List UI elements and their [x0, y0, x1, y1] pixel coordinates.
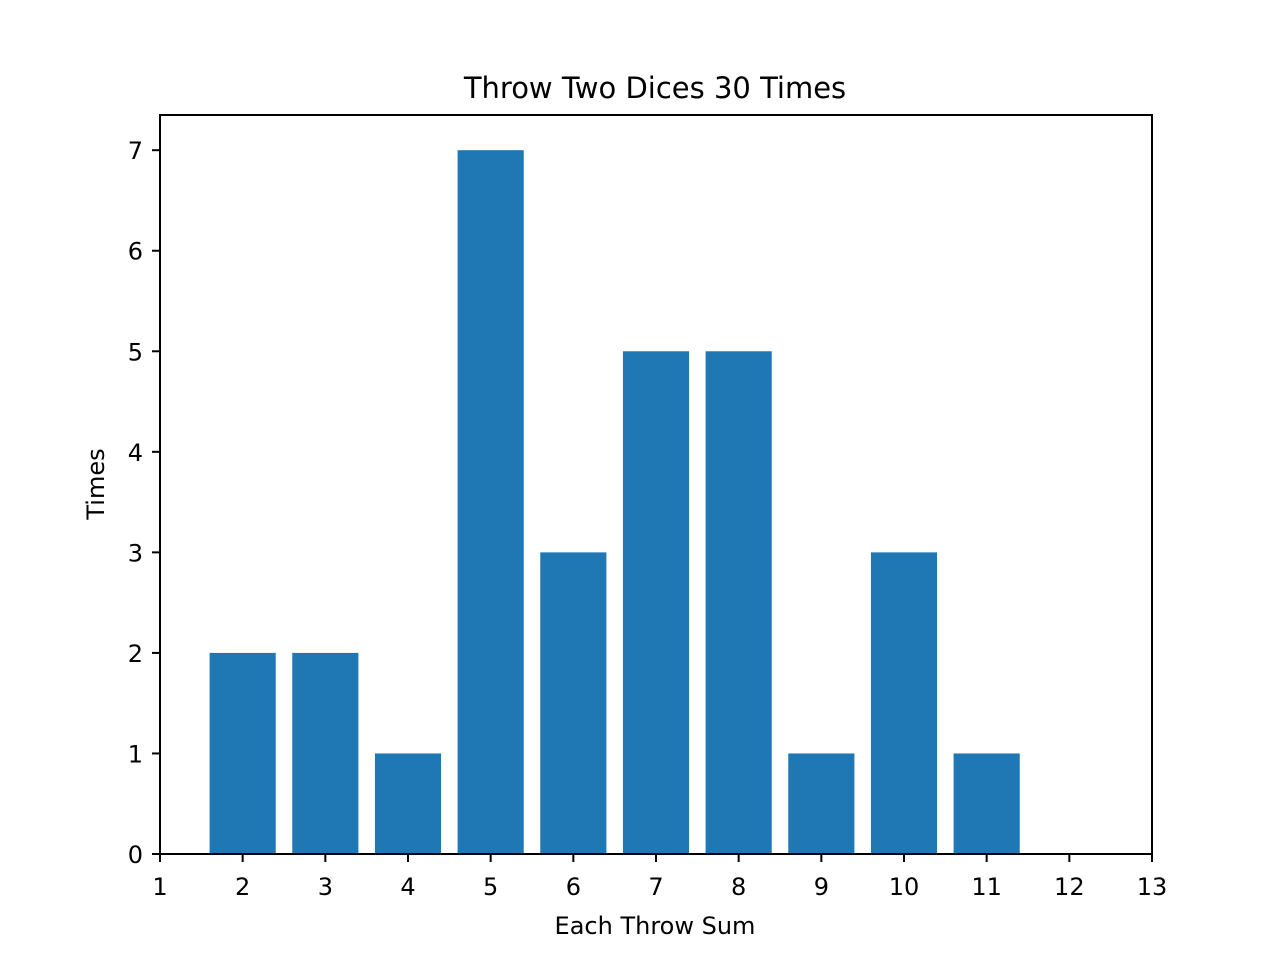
x-tick-label: 4 [400, 873, 415, 901]
x-tick-label: 3 [318, 873, 333, 901]
x-tick-label: 12 [1054, 873, 1085, 901]
x-tick-label: 10 [889, 873, 920, 901]
bar-11 [953, 753, 1020, 854]
y-tick-label: 5 [128, 338, 143, 366]
bars-group [209, 150, 1020, 854]
y-tick-label: 7 [128, 137, 143, 165]
bar-4 [374, 753, 442, 854]
y-axis-ticks: 0 1 2 3 4 5 6 7 [128, 137, 160, 869]
y-tick-label: 0 [128, 841, 143, 869]
bar-5 [457, 150, 524, 854]
y-axis-label: Times [82, 448, 110, 520]
bar-9 [788, 753, 855, 854]
bar-6 [540, 552, 607, 854]
x-tick-label: 11 [971, 873, 1002, 901]
x-tick-label: 8 [731, 873, 746, 901]
bar-3 [292, 652, 359, 854]
chart-title: Throw Two Dices 30 Times [463, 71, 846, 105]
x-axis-ticks: 1 2 3 4 5 6 7 8 9 10 11 12 13 [152, 854, 1167, 901]
y-tick-label: 3 [128, 539, 143, 567]
bar-2 [209, 652, 276, 854]
x-tick-label: 2 [235, 873, 250, 901]
x-tick-label: 6 [566, 873, 581, 901]
x-tick-label: 7 [648, 873, 663, 901]
bar-10 [870, 552, 938, 854]
y-tick-label: 4 [128, 439, 143, 467]
y-tick-label: 2 [128, 640, 143, 668]
axes-frame [159, 114, 1153, 855]
x-tick-label: 9 [814, 873, 829, 901]
bar-8 [705, 351, 772, 854]
x-tick-label: 5 [483, 873, 498, 901]
bar-7 [622, 351, 690, 854]
y-tick-label: 6 [128, 238, 143, 266]
x-tick-label: 1 [152, 873, 167, 901]
y-tick-label: 1 [128, 740, 143, 768]
x-tick-label: 13 [1137, 873, 1168, 901]
x-axis-label: Each Throw Sum [555, 912, 756, 940]
